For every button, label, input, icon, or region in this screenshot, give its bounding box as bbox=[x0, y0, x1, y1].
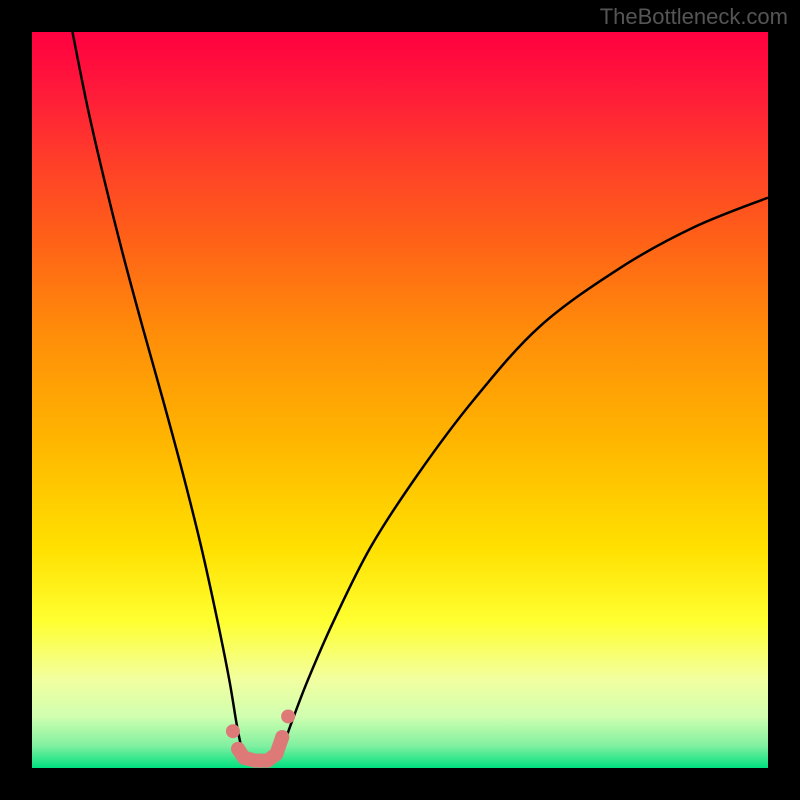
bottom-u-dot bbox=[269, 747, 283, 761]
bottom-u-dot bbox=[275, 730, 289, 744]
chart-container: TheBottleneck.com bbox=[0, 0, 800, 800]
bottom-u-dot bbox=[248, 754, 262, 768]
watermark-text: TheBottleneck.com bbox=[600, 4, 788, 30]
bottleneck-chart bbox=[0, 0, 800, 800]
gradient-background bbox=[32, 32, 768, 768]
bottom-u-dot bbox=[281, 709, 295, 723]
bottom-u-dot bbox=[226, 724, 240, 738]
